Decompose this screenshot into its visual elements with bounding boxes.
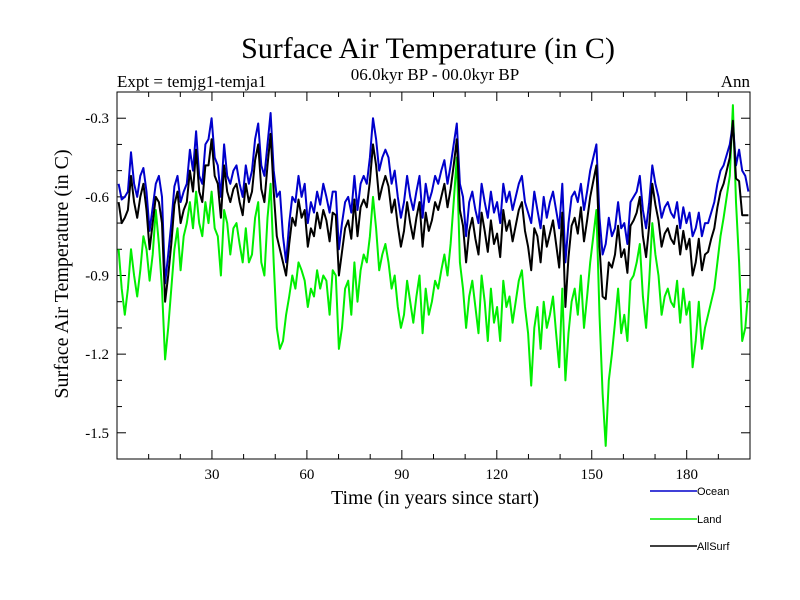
x-axis-label: Time (in years since start) bbox=[331, 487, 539, 509]
legend-label-ocean: Ocean bbox=[697, 486, 729, 498]
x-tick-label: 60 bbox=[299, 467, 314, 483]
x-tick-label: 120 bbox=[486, 467, 509, 483]
x-tick-label: 90 bbox=[394, 467, 409, 483]
x-tick-label: 180 bbox=[675, 467, 698, 483]
legend: Ocean Land AllSurf bbox=[650, 486, 730, 553]
chart-title: Surface Air Temperature (in C) bbox=[241, 32, 615, 65]
series-line-allsurf bbox=[117, 119, 749, 308]
x-tick-label: 150 bbox=[581, 467, 604, 483]
period-label: 06.0kyr BP - 00.0kyr BP bbox=[351, 65, 519, 84]
legend-label-land: Land bbox=[697, 514, 721, 526]
axis-tick-labels: 30 60 90 120 150 180 -1.5 -1.2 -0.9 -0.6 -0.3 bbox=[85, 111, 698, 483]
experiment-label: Expt = temjg1-temja1 bbox=[117, 72, 266, 91]
y-axis-label: Surface Air Temperature (in C) bbox=[51, 149, 73, 398]
series-line-ocean bbox=[117, 112, 750, 285]
y-tick-label: -0.3 bbox=[85, 111, 109, 127]
season-label: Ann bbox=[721, 72, 751, 91]
y-tick-label: -0.6 bbox=[85, 190, 109, 206]
series-lines bbox=[117, 104, 750, 447]
y-tick-label: -0.9 bbox=[85, 269, 109, 285]
legend-label-allsurf: AllSurf bbox=[697, 541, 730, 553]
axis-ticks bbox=[117, 92, 750, 459]
y-tick-label: -1.2 bbox=[85, 347, 109, 363]
x-tick-label: 30 bbox=[204, 467, 219, 483]
series-line-land bbox=[117, 104, 750, 447]
y-tick-label: -1.5 bbox=[85, 426, 109, 442]
